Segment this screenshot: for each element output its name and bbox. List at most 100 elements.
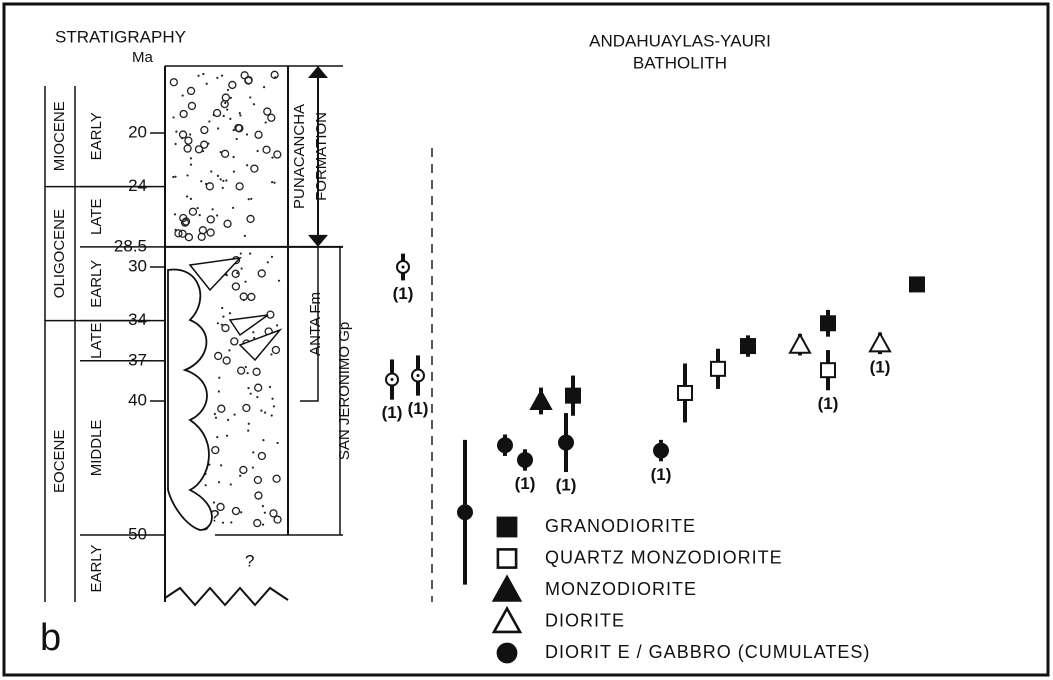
grain <box>239 474 242 477</box>
grain <box>222 114 225 118</box>
grain <box>256 395 259 399</box>
filled-circle <box>497 437 513 454</box>
grain <box>204 484 207 487</box>
grain <box>240 267 243 270</box>
clast <box>206 215 215 224</box>
grain <box>236 272 239 275</box>
intrusion <box>228 314 269 337</box>
clast <box>239 292 248 301</box>
clast <box>228 80 237 90</box>
grain <box>189 197 193 200</box>
clast <box>254 491 263 500</box>
formation-label: ANTA Fm <box>307 292 324 356</box>
clast <box>262 145 271 154</box>
grain <box>229 96 232 99</box>
grain <box>221 521 225 524</box>
grain <box>249 252 252 255</box>
clast <box>206 228 215 237</box>
note: (1) <box>408 399 429 418</box>
grain <box>175 130 178 133</box>
open-triangle <box>491 605 523 634</box>
grain <box>231 206 235 209</box>
epoch-label: EOCENE <box>51 430 68 493</box>
grain <box>213 412 216 416</box>
grain <box>272 405 275 408</box>
note: (1) <box>382 403 403 422</box>
grain <box>232 155 235 159</box>
filled-circle <box>653 442 669 459</box>
grain <box>239 252 242 255</box>
grain <box>229 117 232 120</box>
legend-label: QUARTZ MONZODIORITE <box>545 547 783 567</box>
filled-square <box>909 276 925 293</box>
subepoch-label: LATE <box>88 322 105 358</box>
grain <box>270 353 273 356</box>
open-square <box>710 360 726 377</box>
grain <box>252 331 255 334</box>
grain <box>260 409 263 412</box>
grain <box>262 86 266 89</box>
grain <box>218 376 221 379</box>
grain <box>263 511 266 514</box>
clast <box>214 351 223 361</box>
grain <box>174 175 177 178</box>
subepoch-label: EARLY <box>88 544 105 592</box>
intrusion <box>167 268 213 531</box>
clast <box>244 76 253 85</box>
grain <box>211 208 214 211</box>
grain <box>264 121 267 124</box>
grain <box>253 336 256 340</box>
tick-label: 40 <box>128 390 147 409</box>
legend-label: GRANODIORITE <box>545 516 696 536</box>
dot <box>416 374 420 378</box>
note: (1) <box>818 394 839 413</box>
grain <box>230 521 233 524</box>
grain <box>189 157 193 160</box>
grain <box>247 198 250 201</box>
clast <box>179 109 188 119</box>
grain <box>173 213 177 216</box>
grain <box>222 179 225 183</box>
grain <box>186 195 189 198</box>
clast <box>205 182 215 191</box>
clast <box>273 150 282 159</box>
clast <box>169 78 178 87</box>
tick-label: 34 <box>128 310 147 329</box>
clast <box>254 383 263 392</box>
grain <box>216 76 219 79</box>
grain <box>216 214 219 217</box>
grain <box>198 214 201 217</box>
grain <box>200 180 203 183</box>
grain <box>220 323 223 326</box>
grain <box>225 434 229 437</box>
grain <box>238 112 241 115</box>
grain <box>212 113 215 117</box>
clast <box>271 345 281 355</box>
open-square <box>496 548 518 569</box>
grain <box>239 114 242 117</box>
clast <box>174 229 183 238</box>
clast <box>263 107 272 116</box>
clast <box>231 506 241 516</box>
grain <box>226 108 229 111</box>
grain <box>232 170 236 173</box>
zigzag <box>164 586 289 607</box>
clast <box>273 515 282 524</box>
grain <box>217 390 220 393</box>
grain <box>271 397 274 400</box>
clast <box>231 269 240 278</box>
subepoch-label: LATE <box>88 199 105 235</box>
batholith-title: ANDAHUAYLAS-YAURI <box>589 31 771 50</box>
filled-triangle <box>491 574 523 602</box>
grain <box>186 174 189 177</box>
grain <box>189 163 193 166</box>
strat-column <box>164 65 343 607</box>
grain <box>204 182 208 186</box>
clast <box>222 356 231 365</box>
clast <box>220 99 229 109</box>
open-square <box>820 362 836 379</box>
panel-label: b <box>40 617 61 659</box>
intrusion <box>238 328 283 362</box>
